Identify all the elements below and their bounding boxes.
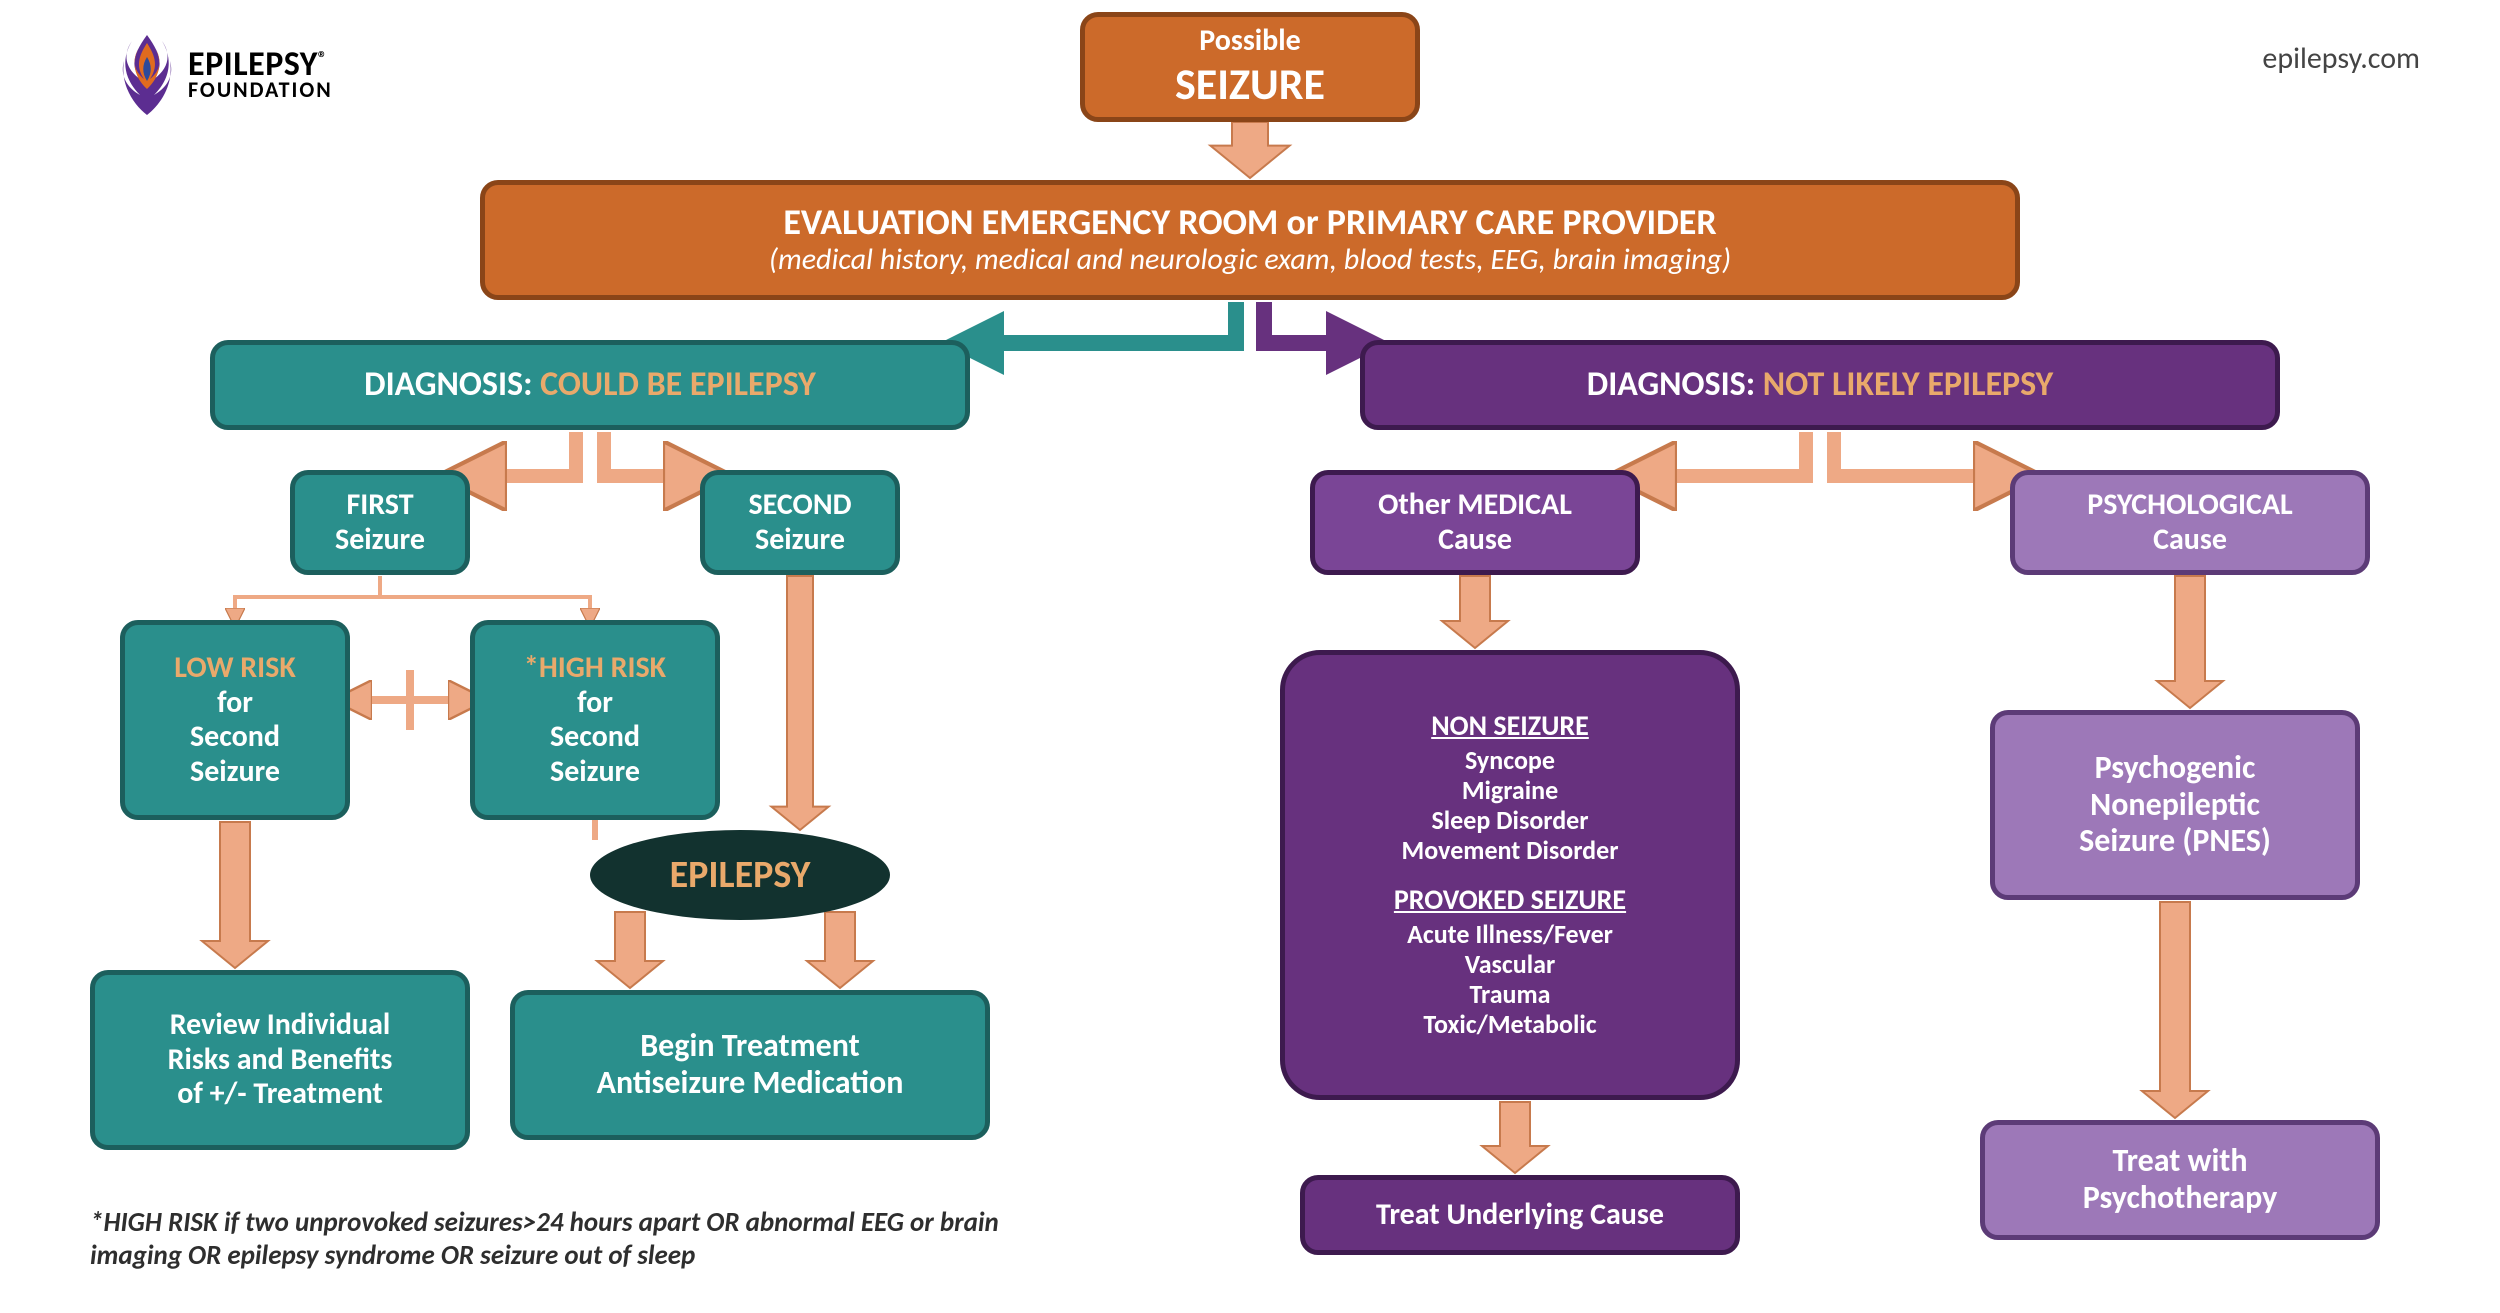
epilepsy-oval: EPILEPSY — [590, 830, 890, 920]
footnote: *HIGH RISK if two unprovoked seizures>24… — [90, 1206, 1090, 1274]
treat_underlying: Treat Underlying Cause — [1300, 1175, 1740, 1255]
begin_treatment: Begin Treatment Antiseizure Medication — [510, 990, 990, 1140]
diag_not: DIAGNOSIS: NOT LIKELY EPILEPSY — [1360, 340, 2280, 430]
brand-logo: EPILEPSY® FOUNDATION — [120, 35, 333, 115]
brand-text: EPILEPSY® FOUNDATION — [188, 50, 333, 100]
low_risk: LOW RISK for Second Seizure — [120, 620, 350, 820]
brand-line2: FOUNDATION — [188, 80, 333, 100]
diag_could: DIAGNOSIS: COULD BE EPILEPSY — [210, 340, 970, 430]
other_medical: Other MEDICAL Cause — [1310, 470, 1640, 575]
flame-icon — [120, 35, 174, 115]
psych_cause: PSYCHOLOGICAL Cause — [2010, 470, 2370, 575]
site-url: epilepsy.com — [2262, 40, 2420, 77]
high_risk: *HIGH RISK for Second Seizure — [470, 620, 720, 820]
review: Review Individual Risks and Benefits of … — [90, 970, 470, 1150]
possible_seizure: Possible SEIZURE — [1080, 12, 1420, 122]
pnes: Psychogenic Nonepileptic Seizure (PNES) — [1990, 710, 2360, 900]
treat_psych: Treat with Psychotherapy — [1980, 1120, 2380, 1240]
first_seizure: FIRST Seizure — [290, 470, 470, 575]
causes_box: NON SEIZURE SyncopeMigraineSleep Disorde… — [1280, 650, 1740, 1100]
second_seizure: SECOND Seizure — [700, 470, 900, 575]
evaluation: EVALUATION EMERGENCY ROOM or PRIMARY CAR… — [480, 180, 2020, 300]
